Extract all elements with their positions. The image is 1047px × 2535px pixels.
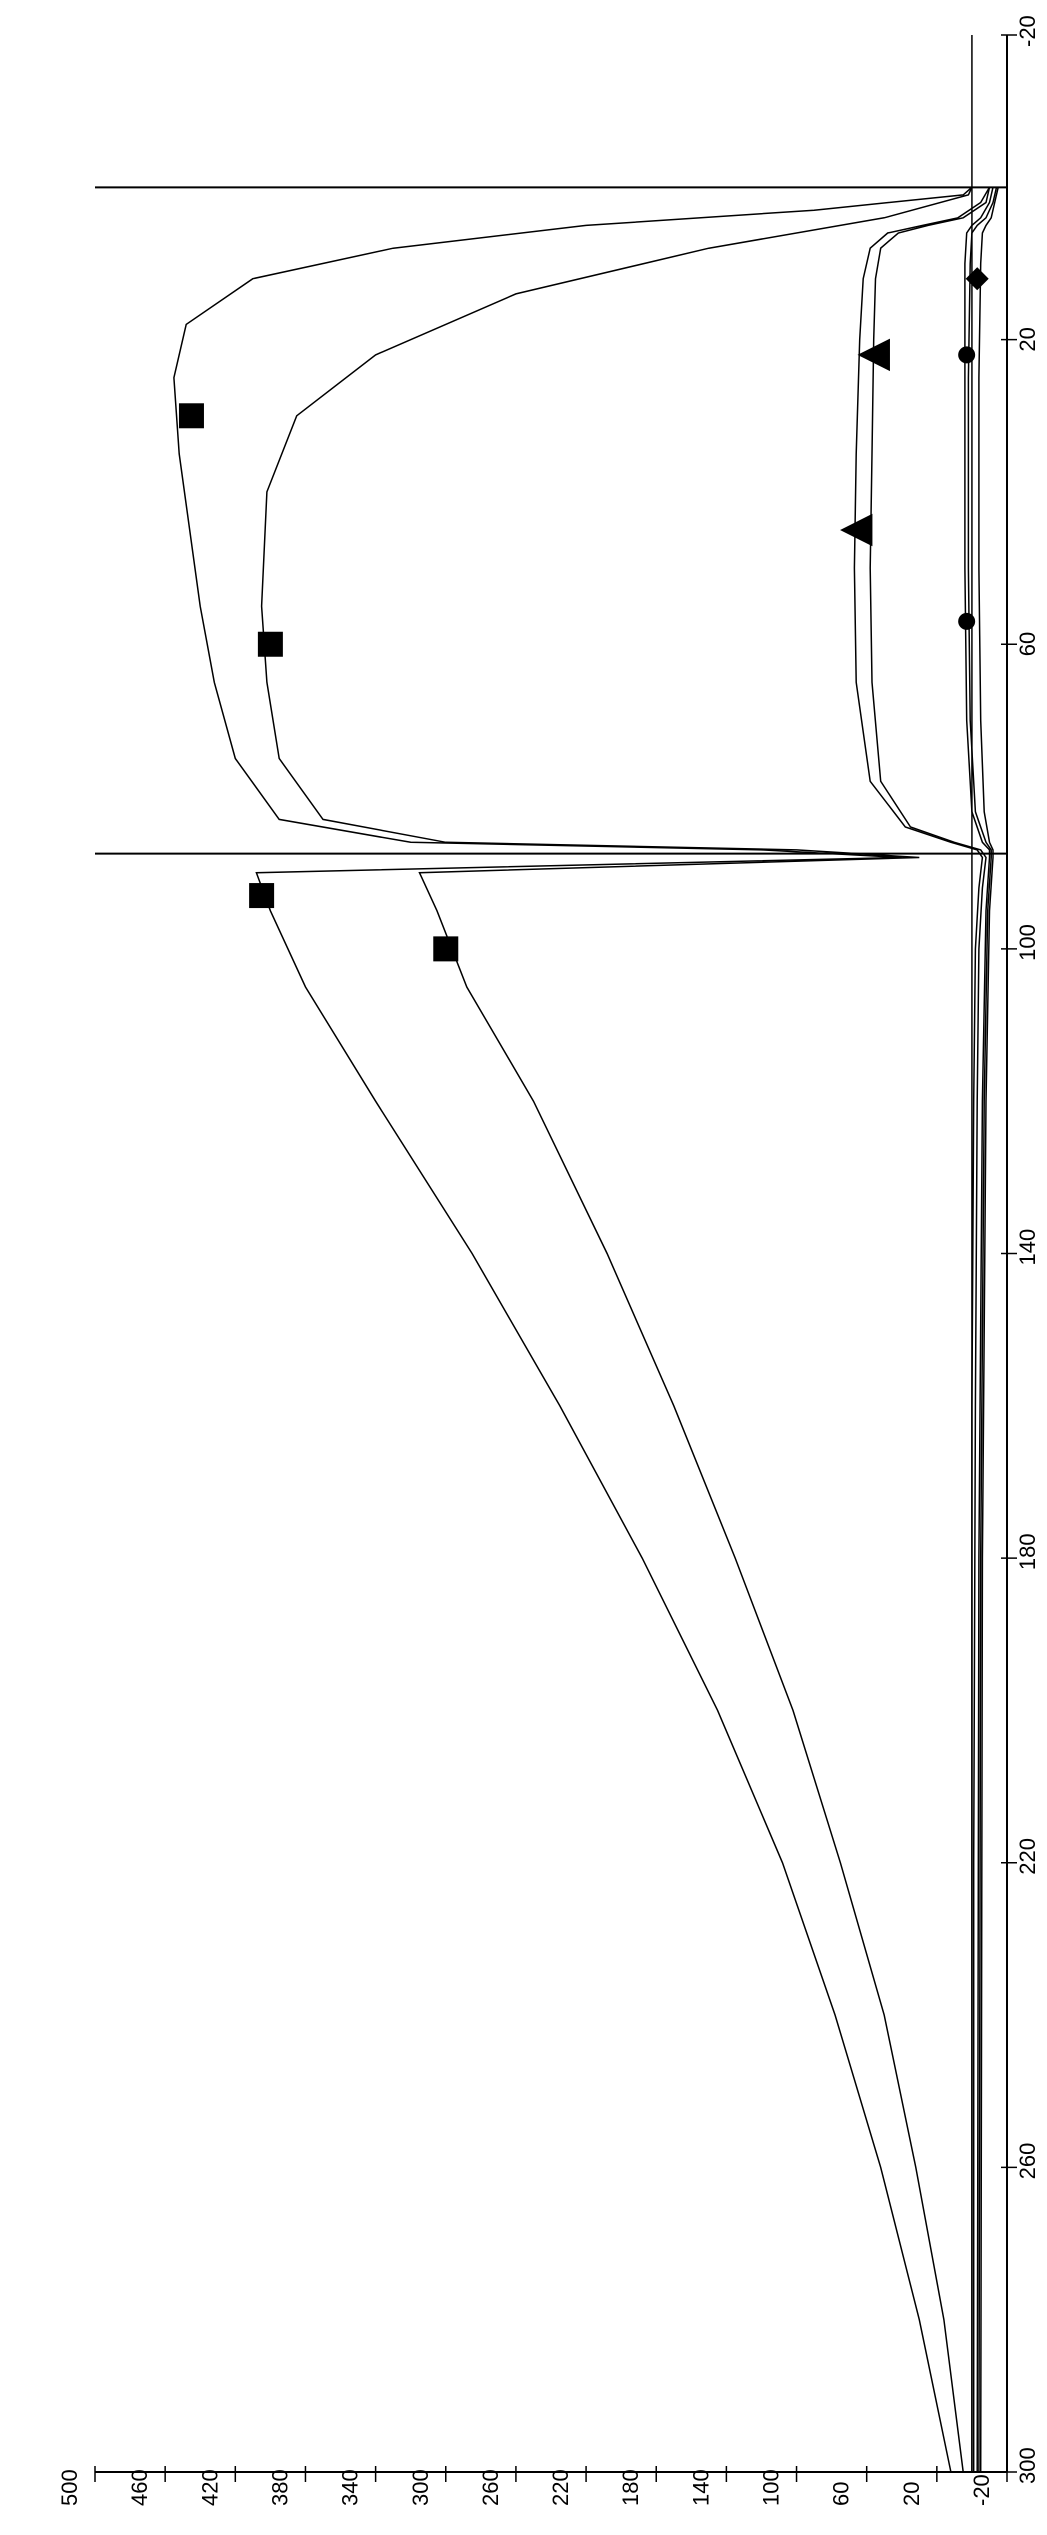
line-chart: -20 20 60 100 140 180 220 260 300 -20 20 60 100 140 18… [0, 0, 1047, 2535]
xtick-label: 260 [1015, 2143, 1040, 2180]
xtick-label: 180 [1015, 1533, 1040, 1570]
ytick-label: 60 [829, 2482, 854, 2506]
xtick-label: -20 [1015, 15, 1040, 47]
xtick-label: 300 [1015, 2447, 1040, 2484]
xtick-label: 220 [1015, 1838, 1040, 1875]
xtick-label: 140 [1015, 1229, 1040, 1266]
ytick-label: 300 [408, 2469, 433, 2506]
ytick-label: 420 [197, 2469, 222, 2506]
ytick-label: 260 [478, 2469, 503, 2506]
xtick-label: 100 [1015, 924, 1040, 961]
square-marker [258, 632, 282, 656]
ytick-label: 380 [267, 2469, 292, 2506]
square-marker [179, 404, 203, 428]
ytick-label: -20 [969, 2474, 994, 2506]
circle-marker [959, 347, 975, 363]
square-marker [434, 937, 458, 961]
xtick-label: 20 [1015, 327, 1040, 351]
ytick-label: 500 [57, 2469, 82, 2506]
xtick-label: 60 [1015, 632, 1040, 656]
ytick-label: 340 [338, 2469, 363, 2506]
ytick-label: 20 [899, 2482, 924, 2506]
ytick-label: 140 [688, 2469, 713, 2506]
ytick-label: 220 [548, 2469, 573, 2506]
ytick-label: 460 [127, 2469, 152, 2506]
circle-marker [959, 613, 975, 629]
ytick-label: 180 [618, 2469, 643, 2506]
square-marker [250, 884, 274, 908]
ytick-label: 100 [759, 2469, 784, 2506]
